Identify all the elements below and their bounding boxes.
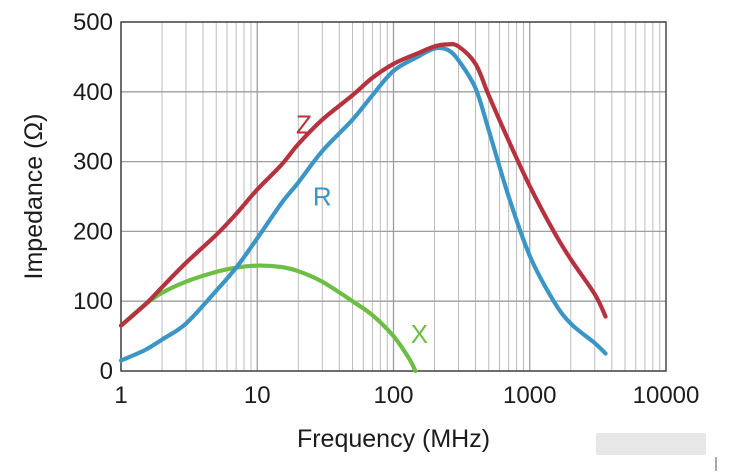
y-axis-label: Impedance (Ω): [20, 114, 48, 280]
y-axis-ticks: 0 100 200 300 400 500: [73, 9, 113, 385]
plot-frame: [120, 21, 667, 372]
x-axis-label: Frequency (MHz): [297, 425, 490, 453]
series-group: [118, 42, 608, 374]
y-tick-label: 0: [100, 358, 113, 385]
y-tick-label: 400: [73, 79, 113, 106]
series-label-r: R: [313, 182, 332, 212]
series-line-x: [118, 263, 418, 374]
y-tick-label: 100: [73, 288, 113, 315]
x-axis-ticks: 1 10 100 1000 10000: [114, 382, 699, 409]
x-tick-label: 10: [244, 382, 271, 409]
x-tick-label: 1: [114, 382, 127, 409]
x-tick-label: 10000: [633, 382, 700, 409]
x-tick-label: 100: [373, 382, 413, 409]
y-tick-label: 300: [73, 149, 113, 176]
y-tick-label: 500: [73, 9, 113, 36]
series-label-z: Z: [296, 110, 312, 140]
x-tick-label: 1000: [503, 382, 556, 409]
series-line-r: [118, 45, 608, 363]
series-labels: Z R X: [296, 110, 428, 349]
y-tick-label: 200: [73, 218, 113, 245]
series-line-z: [118, 42, 608, 328]
series-label-x: X: [411, 319, 428, 349]
watermark: [596, 433, 717, 471]
